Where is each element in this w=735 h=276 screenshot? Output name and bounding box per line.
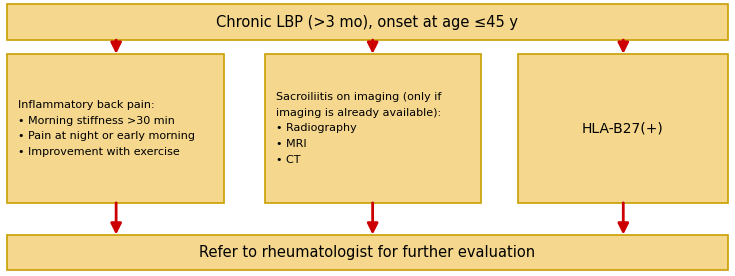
Text: Sacroiliitis on imaging (only if
imaging is already available):
• Radiography
• : Sacroiliitis on imaging (only if imaging… [276,92,441,164]
FancyBboxPatch shape [7,4,728,40]
Text: Chronic LBP (>3 mo), onset at age ≤45 y: Chronic LBP (>3 mo), onset at age ≤45 y [217,15,518,30]
Text: HLA-B27(+): HLA-B27(+) [582,121,664,135]
FancyBboxPatch shape [7,54,224,203]
Text: Inflammatory back pain:
• Morning stiffness >30 min
• Pain at night or early mor: Inflammatory back pain: • Morning stiffn… [18,100,196,157]
FancyBboxPatch shape [7,235,728,270]
FancyBboxPatch shape [265,54,481,203]
Text: Refer to rheumatologist for further evaluation: Refer to rheumatologist for further eval… [199,245,536,260]
FancyBboxPatch shape [518,54,728,203]
